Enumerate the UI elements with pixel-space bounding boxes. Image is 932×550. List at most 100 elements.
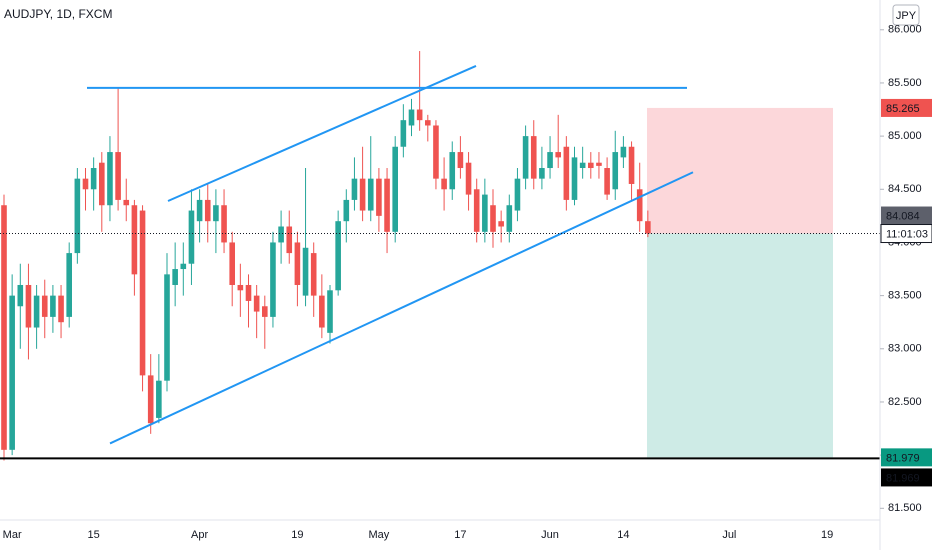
target-label: 81.979 — [886, 452, 920, 464]
candle-body — [229, 242, 235, 285]
candle-body — [147, 375, 154, 424]
candle-body — [416, 109, 423, 121]
candle-body — [457, 152, 464, 169]
candle-body — [50, 295, 56, 317]
candle-body — [579, 162, 586, 169]
candle-body — [530, 136, 537, 179]
candle-body — [188, 210, 195, 264]
candle-body — [604, 168, 610, 195]
candle-body — [555, 152, 561, 158]
y-tick-label: 83.500 — [888, 290, 922, 302]
channel-upper — [167, 65, 477, 202]
candle-body — [392, 146, 398, 232]
x-tick-label: Mar — [3, 529, 22, 541]
candle-body — [588, 162, 594, 169]
candle-body — [384, 178, 390, 232]
candle-body — [612, 152, 619, 190]
y-tick-label: 86.000 — [888, 24, 922, 36]
candle-body — [164, 274, 170, 381]
candle-body — [270, 242, 276, 317]
candle-body — [571, 157, 578, 200]
candle-body — [204, 199, 211, 222]
candle-body — [645, 221, 651, 234]
x-tick-label: 17 — [454, 529, 466, 541]
candle-body — [351, 178, 358, 200]
candle-body — [278, 226, 284, 243]
candle-body — [294, 242, 301, 285]
entry-label: 84.084 — [886, 210, 920, 222]
stop-zone — [647, 107, 833, 234]
candle-body — [473, 189, 480, 232]
candle-body — [563, 146, 570, 200]
candle-body — [221, 205, 227, 243]
candle-body — [139, 210, 146, 376]
candle-body — [596, 162, 602, 166]
candle-body — [123, 199, 130, 206]
candle-body — [262, 306, 268, 317]
candle-body — [9, 295, 15, 450]
candle-body — [522, 136, 529, 179]
y-tick-label: 84.500 — [888, 183, 922, 195]
candle-body — [156, 380, 162, 418]
candle-body — [17, 284, 24, 307]
candle-body — [107, 152, 113, 206]
candle-body — [25, 284, 32, 328]
candle-body — [213, 205, 219, 222]
candle-body — [33, 295, 40, 328]
candle-body — [547, 152, 553, 169]
channel-lower — [109, 171, 694, 445]
candle-body — [327, 290, 333, 333]
candle-body — [90, 168, 97, 190]
x-tick-label: Jul — [722, 529, 736, 541]
candle-body — [636, 189, 643, 222]
candle-body — [506, 205, 513, 232]
candle-body — [620, 146, 627, 158]
candle-body — [498, 221, 504, 227]
candle-body — [408, 109, 415, 126]
candle-body — [1, 205, 7, 450]
candle-body — [433, 125, 439, 179]
stop-label: 85.265 — [886, 103, 920, 115]
x-tick-label: 19 — [291, 529, 303, 541]
y-tick-label: 81.500 — [888, 502, 922, 514]
candle-body — [237, 284, 244, 291]
candle-body — [482, 194, 488, 232]
candle-body — [302, 247, 309, 296]
candle-body — [539, 168, 545, 179]
candle-body — [400, 120, 407, 147]
candle-body — [343, 199, 350, 222]
candle-body — [367, 178, 374, 211]
support-label: 81.969 — [886, 472, 920, 484]
candle-body — [465, 162, 472, 195]
countdown-label: 11:01:03 — [886, 228, 928, 240]
support-box — [881, 468, 932, 487]
x-tick-label: Jun — [541, 529, 559, 541]
candle-body — [115, 152, 121, 200]
x-tick-label: May — [369, 529, 390, 541]
y-tick-label: 82.500 — [888, 396, 922, 408]
candle-body — [58, 295, 64, 323]
x-tick-label: 15 — [88, 529, 100, 541]
candle-body — [310, 253, 317, 296]
candle-body — [172, 269, 178, 285]
candle-body — [66, 253, 72, 317]
candle-body — [286, 226, 293, 254]
candle-body — [335, 221, 341, 291]
x-tick-label: 19 — [821, 529, 833, 541]
y-tick-label: 85.500 — [888, 77, 922, 89]
x-tick-label: 14 — [617, 529, 629, 541]
candle-body — [449, 152, 456, 190]
y-tick-label: 85.000 — [888, 130, 922, 142]
candle-body — [82, 178, 89, 190]
target-zone — [647, 233, 833, 458]
candle-body — [628, 146, 635, 184]
currency-label: JPY — [896, 10, 917, 22]
candle-body — [490, 205, 496, 232]
candle-body — [376, 178, 382, 216]
target-box — [881, 448, 932, 467]
candle-body — [441, 178, 447, 190]
candle-body — [180, 263, 187, 270]
candle-body — [319, 295, 325, 328]
candle-body — [196, 199, 203, 222]
y-tick-label: 83.000 — [888, 343, 922, 355]
